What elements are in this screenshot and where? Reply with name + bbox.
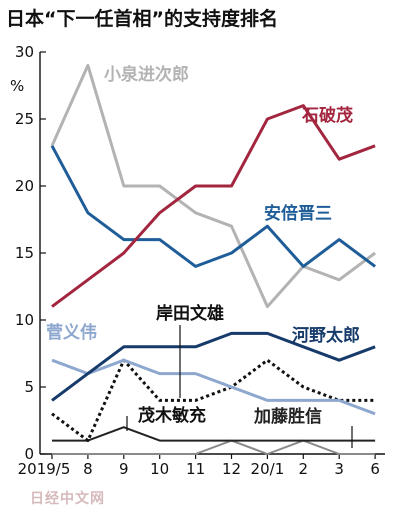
y-tick-label: 0 (24, 445, 34, 463)
series-line-1 (50, 63, 376, 309)
series-line-3 (51, 331, 376, 402)
y-axis: % 0 5 10 15 20 25 30 (10, 43, 46, 463)
x-ticks: 2019/5 8 9 10 11 12 20/1 2 3 6 (18, 454, 380, 478)
series-lines (50, 63, 376, 455)
label-kishida: 岸田文雄 (156, 303, 224, 324)
series-line-5 (51, 358, 376, 443)
label-koizumi: 小泉进次郎 (104, 64, 189, 85)
y-tick-label: 10 (15, 311, 34, 329)
label-motegi: 茂木敏充 (138, 405, 206, 426)
y-ticks: 0 5 10 15 20 25 30 (15, 43, 46, 463)
y-tick-label: 5 (24, 378, 34, 396)
series-labels: 石破茂 小泉进次郎 安倍晋三 河野太郎 菅义伟 岸田文雄 茂木敏充 加藤胜信 (46, 64, 360, 448)
x-tick-label: 10 (150, 460, 169, 478)
y-tick-label: 25 (15, 110, 34, 128)
label-kato: 加藤胜信 (253, 406, 322, 427)
watermark: 日经中文网 (30, 490, 105, 507)
x-tick-label: 2 (299, 460, 309, 478)
series-line-6 (52, 426, 376, 442)
x-tick-label: 3 (334, 460, 344, 478)
label-ishiba: 石破茂 (301, 105, 353, 126)
x-tick-label: 9 (119, 460, 129, 478)
series-line-2 (50, 145, 376, 268)
x-tick-label: 11 (186, 460, 205, 478)
label-suga: 菅义伟 (46, 322, 97, 343)
series-line-4 (51, 358, 376, 416)
y-tick-label: 15 (15, 244, 34, 262)
y-axis-unit: % (10, 77, 24, 95)
x-axis: 2019/5 8 9 10 11 12 20/1 2 3 6 (18, 453, 385, 478)
series-line-7 (52, 439, 376, 455)
x-tick-label: 8 (83, 460, 93, 478)
x-tick-label: 20/1 (251, 460, 285, 478)
chart-title: 日本“下一任首相”的支持度排名 (6, 7, 278, 30)
label-kono: 河野太郎 (292, 325, 360, 346)
series-line-0 (51, 104, 376, 308)
x-tick-label: 2019/5 (18, 460, 71, 478)
y-tick-label: 20 (15, 177, 34, 195)
y-tick-label: 30 (15, 43, 34, 61)
x-tick-label: 6 (370, 460, 380, 478)
label-abe: 安倍晋三 (264, 203, 332, 224)
x-tick-label: 12 (222, 460, 241, 478)
